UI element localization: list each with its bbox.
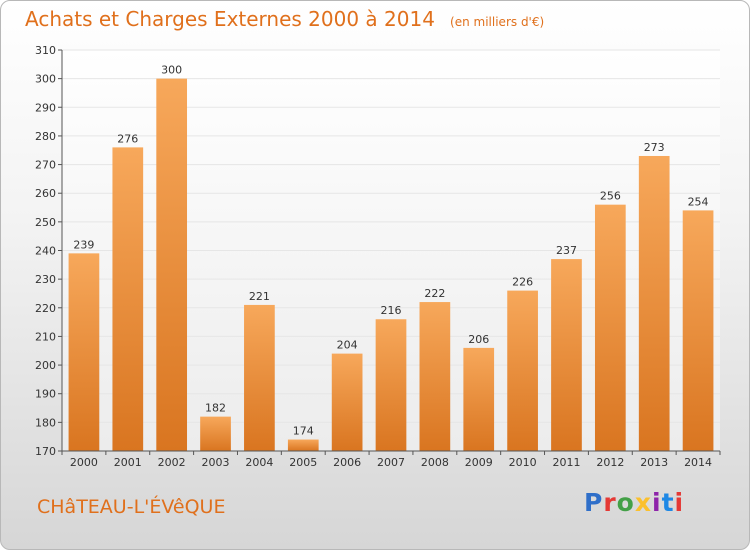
proxiti-logo: Proxiti: [584, 488, 684, 517]
x-tick-label: 2009: [465, 456, 493, 469]
y-tick-label: 220: [35, 302, 56, 315]
commune-name: CHâTEAU-L'ÉVêQUE: [37, 496, 226, 518]
x-tick-label: 2000: [70, 456, 98, 469]
x-axis-ticks: 2000 2001 2002 2003 2004 2005 2006 2007 2008 2009…: [61, 451, 721, 469]
bars: [68, 78, 714, 452]
bar: [287, 439, 319, 451]
x-tick-label: 2013: [640, 456, 668, 469]
title-row: Achats et Charges Externes 2000 à 2014 (…: [25, 7, 544, 31]
data-label: 254: [688, 195, 709, 208]
logo-letter: i: [652, 488, 662, 517]
x-tick-label: 2007: [377, 456, 405, 469]
data-label: 182: [205, 402, 226, 415]
bar: [375, 319, 407, 451]
data-label: 237: [556, 244, 577, 257]
bar: [244, 304, 275, 451]
chart-subtitle: (en milliers d'€): [450, 15, 545, 29]
bar: [200, 416, 231, 451]
x-tick-label: 2006: [333, 456, 361, 469]
data-label: 204: [337, 339, 358, 352]
x-tick-label: 2010: [509, 456, 537, 469]
bar: [419, 302, 451, 451]
y-tick-label: 200: [35, 359, 56, 372]
bar: [551, 259, 582, 451]
bar: [112, 147, 144, 451]
bar: [331, 353, 363, 451]
x-tick-label: 2002: [158, 456, 186, 469]
x-tick-label: 2001: [114, 456, 142, 469]
y-tick-label: 230: [35, 273, 56, 286]
x-tick-label: 2005: [289, 456, 317, 469]
bar: [682, 210, 714, 451]
y-tick-label: 190: [35, 388, 56, 401]
x-tick-label: 2012: [596, 456, 624, 469]
bar: [156, 78, 188, 452]
chart-title: Achats et Charges Externes 2000 à 2014: [25, 7, 435, 31]
logo-letter: x: [634, 488, 652, 517]
y-tick-label: 240: [35, 245, 56, 258]
data-label: 226: [512, 276, 533, 289]
logo-letter: t: [661, 488, 675, 517]
data-label: 239: [73, 238, 94, 251]
x-tick-label: 2004: [245, 456, 273, 469]
data-label: 300: [161, 64, 182, 77]
data-label: 221: [249, 290, 270, 303]
data-labels: 239 276 300 182 221 174 204 216 222 206 226 237 256 2…: [73, 64, 708, 438]
data-label: 276: [117, 132, 138, 145]
data-label: 256: [600, 190, 621, 203]
x-tick-label: 2014: [684, 456, 712, 469]
y-axis-ticks: 170 180 190 200 210 220 230 240 250 260 270 280 290 3…: [35, 44, 62, 458]
logo-letter: o: [616, 488, 635, 517]
bar: [68, 253, 100, 451]
data-label: 206: [468, 333, 489, 346]
y-tick-label: 250: [35, 216, 56, 229]
y-tick-label: 260: [35, 187, 56, 200]
y-tick-label: 210: [35, 330, 56, 343]
y-tick-label: 280: [35, 130, 56, 143]
data-label: 216: [381, 304, 402, 317]
logo-letter: P: [584, 488, 604, 517]
y-tick-label: 270: [35, 159, 56, 172]
bar: [507, 290, 538, 451]
data-label: 174: [293, 425, 314, 438]
x-tick-label: 2003: [202, 456, 230, 469]
x-tick-label: 2008: [421, 456, 449, 469]
data-label: 273: [644, 141, 665, 154]
bar: [463, 347, 495, 451]
data-label: 222: [424, 287, 445, 300]
y-tick-label: 300: [35, 73, 56, 86]
y-tick-label: 180: [35, 416, 56, 429]
y-tick-label: 170: [35, 445, 56, 458]
bar: [594, 204, 626, 451]
bar: [638, 155, 670, 451]
y-tick-label: 290: [35, 101, 56, 114]
y-tick-label: 310: [35, 44, 56, 57]
logo-letter: i: [674, 488, 685, 517]
x-tick-label: 2011: [552, 456, 580, 469]
logo-letter: r: [603, 488, 617, 517]
